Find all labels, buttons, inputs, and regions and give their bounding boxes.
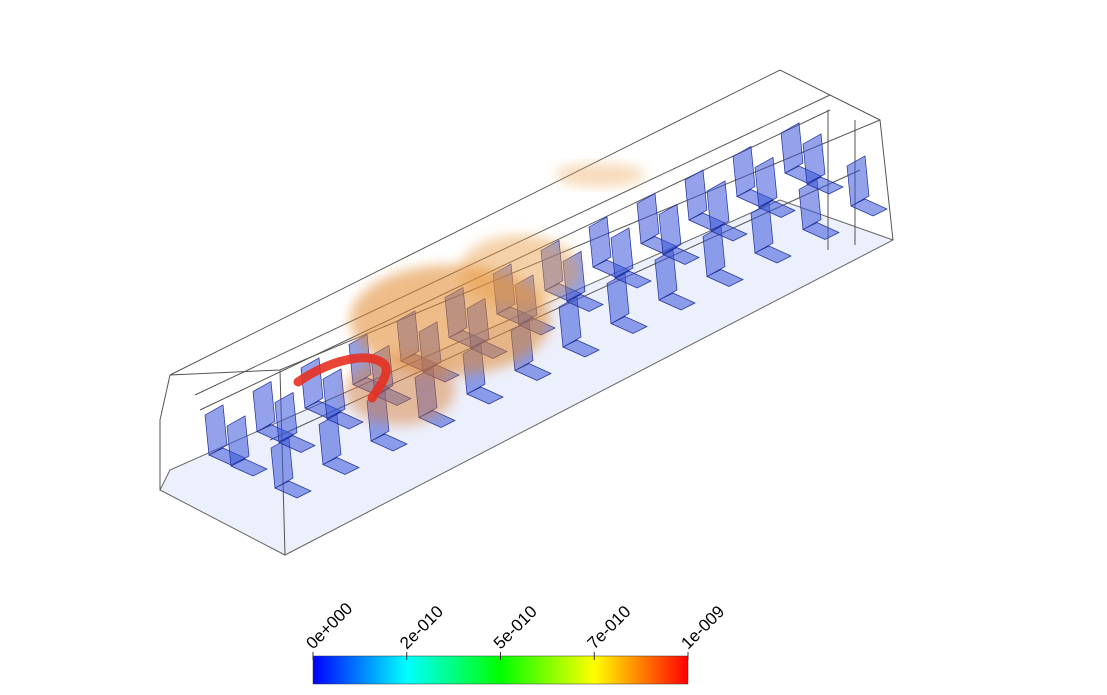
seat [706, 180, 748, 242]
seat [274, 391, 316, 453]
seat [846, 155, 888, 217]
tick-label: 5e-010 [490, 602, 541, 653]
particle-plume [293, 163, 645, 425]
seat [226, 415, 268, 477]
seat [802, 133, 844, 195]
tick-label: 1e-009 [677, 602, 728, 653]
seat [322, 368, 364, 430]
colorbar-gradient [312, 655, 689, 685]
colorbar: 0e+000 2e-010 5e-010 7e-010 1e-009 [302, 599, 728, 685]
tick-label: 0e+000 [302, 599, 356, 653]
tick-label: 2e-010 [396, 602, 447, 653]
seat [610, 227, 652, 289]
seat [754, 156, 796, 218]
tick-label: 7e-010 [584, 602, 635, 653]
seat [658, 203, 700, 265]
